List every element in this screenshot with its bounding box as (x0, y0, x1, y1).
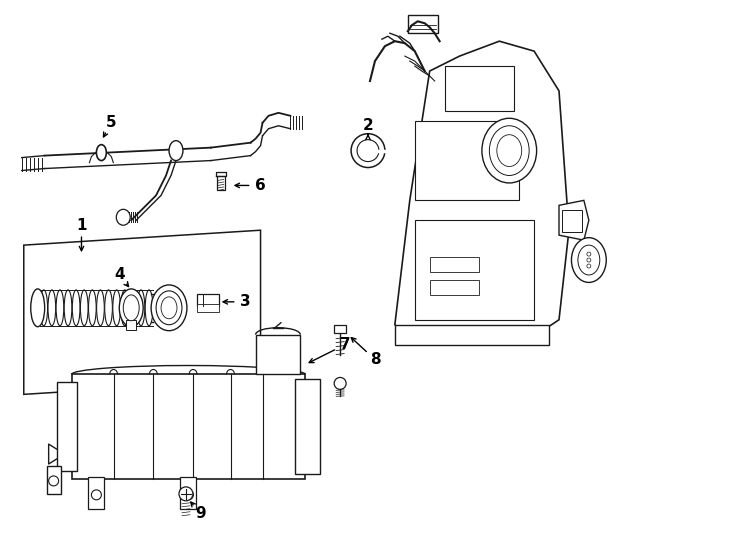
Ellipse shape (96, 145, 106, 160)
Ellipse shape (578, 245, 600, 275)
Ellipse shape (145, 290, 153, 326)
Bar (562, 210, 582, 232)
Circle shape (357, 140, 379, 161)
Ellipse shape (161, 297, 177, 319)
Bar (415, 220, 534, 320)
Text: 4: 4 (114, 267, 125, 282)
Ellipse shape (105, 290, 112, 326)
Polygon shape (395, 41, 569, 345)
Ellipse shape (97, 290, 104, 326)
Polygon shape (23, 230, 261, 394)
Ellipse shape (120, 289, 143, 327)
Ellipse shape (116, 210, 130, 225)
Bar (181, 477, 197, 509)
Bar (408, 15, 437, 33)
Text: 2: 2 (363, 118, 374, 133)
Ellipse shape (129, 290, 137, 326)
Bar (217, 177, 225, 191)
Circle shape (184, 490, 193, 500)
Ellipse shape (72, 290, 80, 326)
Bar (71, 374, 305, 479)
Ellipse shape (137, 290, 145, 326)
Bar (197, 294, 219, 306)
Ellipse shape (64, 290, 72, 326)
Ellipse shape (31, 289, 45, 327)
Ellipse shape (121, 290, 128, 326)
Text: 3: 3 (240, 294, 251, 309)
Bar (47, 466, 61, 494)
Polygon shape (559, 200, 589, 240)
Ellipse shape (482, 118, 537, 183)
Bar (445, 66, 515, 111)
Bar (126, 320, 137, 330)
Ellipse shape (40, 290, 48, 326)
Ellipse shape (81, 290, 88, 326)
Text: 5: 5 (106, 115, 117, 130)
Circle shape (587, 252, 591, 256)
Bar (197, 304, 219, 312)
Ellipse shape (156, 291, 182, 325)
Ellipse shape (151, 285, 187, 330)
Ellipse shape (123, 295, 139, 321)
Bar (295, 380, 320, 474)
Ellipse shape (490, 126, 529, 176)
Text: 9: 9 (195, 506, 206, 521)
Circle shape (351, 134, 385, 167)
Bar (57, 382, 76, 471)
Circle shape (179, 487, 193, 501)
Ellipse shape (497, 134, 522, 166)
Bar (255, 335, 300, 374)
Text: 7: 7 (340, 337, 350, 352)
Ellipse shape (48, 290, 56, 326)
Circle shape (334, 377, 346, 389)
Bar (429, 257, 479, 272)
Ellipse shape (572, 238, 606, 282)
Bar (429, 280, 479, 295)
Ellipse shape (89, 290, 96, 326)
Text: 6: 6 (255, 178, 266, 193)
Text: 1: 1 (76, 218, 87, 233)
Bar (88, 477, 104, 509)
Bar (415, 121, 519, 200)
Circle shape (92, 490, 101, 500)
Bar (395, 325, 549, 345)
Ellipse shape (56, 290, 64, 326)
Bar (334, 325, 346, 333)
Text: 8: 8 (370, 352, 380, 367)
Circle shape (48, 476, 59, 486)
Ellipse shape (113, 290, 120, 326)
Ellipse shape (169, 140, 183, 160)
Circle shape (587, 258, 591, 262)
Circle shape (587, 264, 591, 268)
